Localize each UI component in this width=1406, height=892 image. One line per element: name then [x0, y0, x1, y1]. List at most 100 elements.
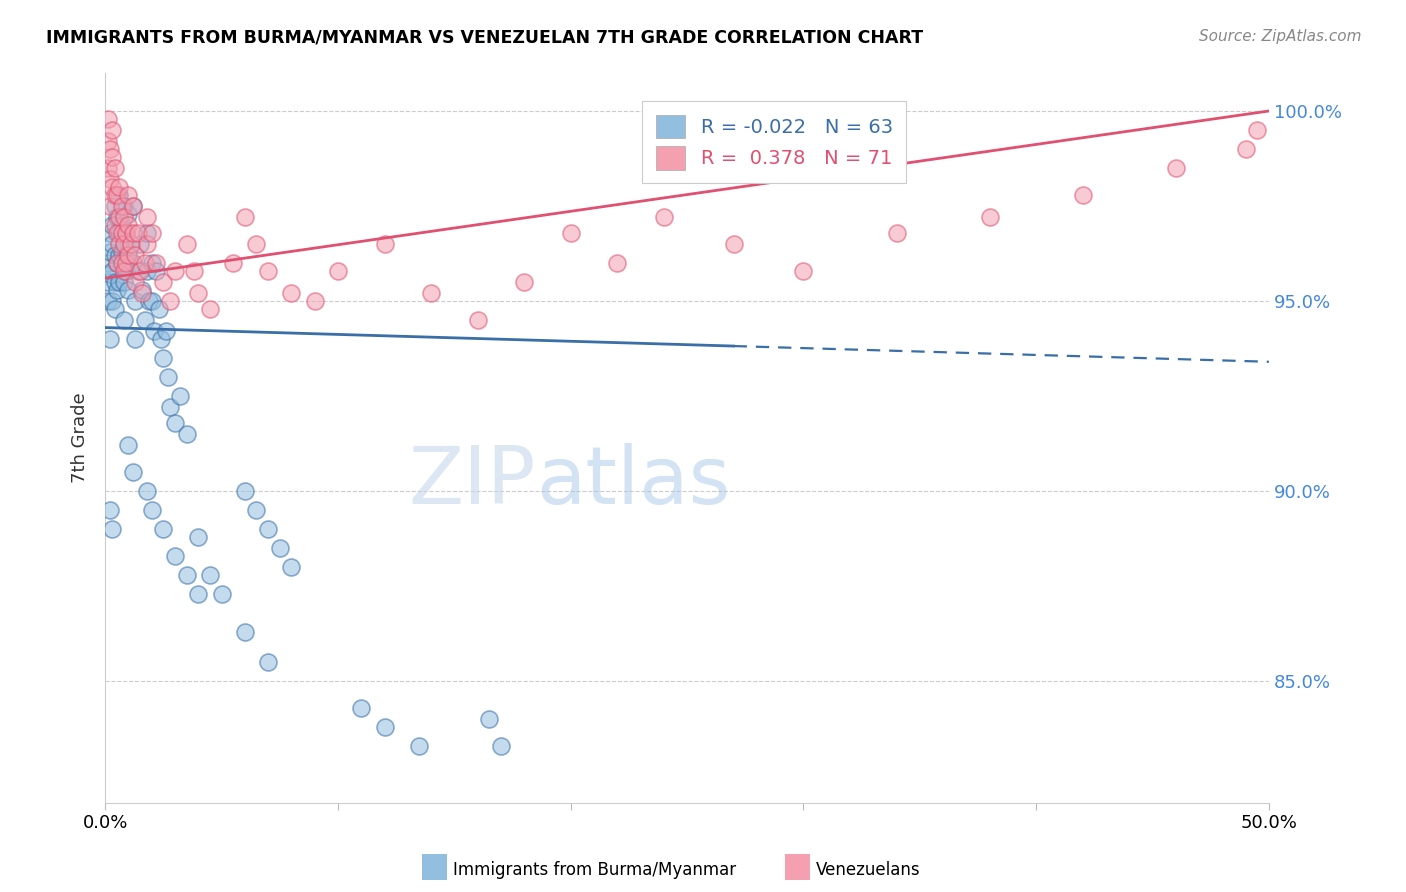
Point: [350, 700, 373, 714]
Point: [98, 332, 121, 346]
Point: [105, 256, 128, 270]
Point: [420, 286, 443, 301]
Point: [136, 226, 159, 240]
Point: [105, 187, 128, 202]
Point: [98, 226, 121, 240]
Point: [103, 275, 125, 289]
Point: [129, 263, 152, 277]
Point: [136, 211, 159, 225]
Point: [513, 275, 536, 289]
Point: [96, 256, 118, 270]
Point: [103, 161, 125, 175]
Point: [112, 237, 135, 252]
Point: [103, 187, 125, 202]
Point: [233, 211, 256, 225]
Point: [122, 465, 145, 479]
Point: [108, 180, 131, 194]
Point: [169, 389, 191, 403]
Point: [136, 483, 159, 498]
Point: [652, 211, 675, 225]
Point: [110, 199, 132, 213]
Point: [152, 351, 174, 365]
Point: [141, 293, 163, 308]
Point: [245, 237, 267, 252]
Text: Source: ZipAtlas.com: Source: ZipAtlas.com: [1198, 29, 1361, 44]
Point: [115, 226, 138, 240]
Point: [98, 199, 121, 213]
Point: [159, 293, 181, 308]
Point: [1246, 123, 1268, 137]
Point: [96, 112, 118, 126]
Point: [117, 248, 139, 262]
Point: [115, 263, 138, 277]
Point: [141, 256, 163, 270]
Point: [122, 256, 145, 270]
Point: [98, 503, 121, 517]
Point: [117, 283, 139, 297]
Point: [101, 237, 124, 252]
Point: [211, 586, 233, 600]
Y-axis label: 7th Grade: 7th Grade: [72, 392, 89, 483]
Point: [280, 286, 302, 301]
Point: [141, 503, 163, 517]
Point: [222, 256, 245, 270]
Point: [606, 256, 628, 270]
Point: [176, 427, 198, 442]
Point: [101, 180, 124, 194]
Point: [148, 301, 170, 316]
Point: [257, 655, 280, 669]
Point: [117, 206, 139, 220]
Point: [101, 522, 124, 536]
Point: [155, 325, 177, 339]
Point: [122, 199, 145, 213]
Point: [103, 248, 125, 262]
Point: [792, 263, 814, 277]
Point: [326, 263, 349, 277]
Point: [145, 263, 167, 277]
Point: [115, 256, 138, 270]
Point: [127, 263, 149, 277]
Point: [117, 438, 139, 452]
Point: [134, 313, 156, 327]
Point: [131, 286, 153, 301]
Point: [110, 218, 132, 232]
Point: [112, 313, 135, 327]
Point: [198, 567, 221, 582]
Point: [117, 244, 139, 259]
Point: [124, 248, 146, 262]
Point: [257, 263, 280, 277]
Point: [163, 549, 186, 563]
Point: [117, 187, 139, 202]
Point: [141, 226, 163, 240]
Point: [105, 283, 128, 297]
Point: [124, 332, 146, 346]
Point: [152, 275, 174, 289]
Point: [103, 199, 125, 213]
Point: [112, 237, 135, 252]
Point: [101, 218, 124, 232]
Point: [101, 293, 124, 308]
Point: [187, 530, 209, 544]
Point: [101, 123, 124, 137]
Point: [1164, 161, 1187, 175]
Point: [131, 283, 153, 297]
Point: [110, 226, 132, 240]
Point: [145, 256, 167, 270]
Point: [105, 211, 128, 225]
Point: [1071, 187, 1094, 202]
Point: [136, 237, 159, 252]
Point: [187, 286, 209, 301]
Point: [122, 199, 145, 213]
Point: [103, 218, 125, 232]
Point: [120, 237, 142, 252]
Point: [138, 293, 160, 308]
Point: [122, 226, 145, 240]
Point: [108, 211, 131, 225]
Point: [176, 237, 198, 252]
Text: atlas: atlas: [536, 442, 730, 521]
Point: [108, 237, 131, 252]
Point: [136, 263, 159, 277]
Point: [108, 187, 131, 202]
Text: Immigrants from Burma/Myanmar: Immigrants from Burma/Myanmar: [453, 861, 735, 879]
Point: [108, 275, 131, 289]
